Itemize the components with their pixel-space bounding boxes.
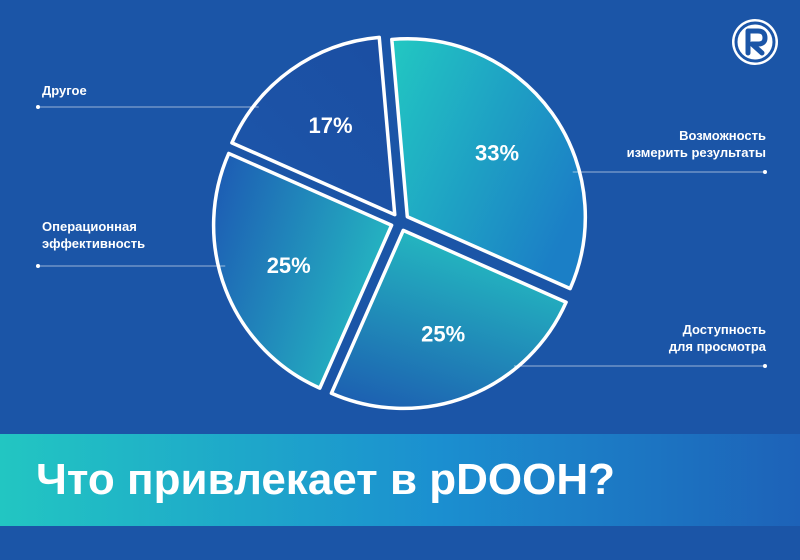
leader-dot [763,364,767,368]
r-logo-icon [732,19,778,65]
pie-slice-accessibility [329,228,568,411]
pie-slice-other [230,35,397,217]
leader-dot [763,170,767,174]
slice-value-label: 17% [308,113,352,138]
title-banner: Что привлекает в pDOOH? [0,434,800,526]
legend-label-operational: Операционная эффективность [42,219,146,251]
slice-value-label: 33% [475,141,519,166]
leader-dot [36,264,40,268]
leader-dot [36,105,40,109]
legend-label-measure: Возможность измерить результаты [626,128,766,160]
page-title: Что привлекает в pDOOH? [36,455,615,504]
slice-value-label: 25% [421,321,465,346]
pie-slice-operational [211,151,394,390]
slice-value-label: 25% [267,253,311,278]
pie-slice-measure [390,37,588,291]
legend-label-accessibility: Доступность для просмотра [668,322,766,354]
pie-chart: 33% 25% 25% 17% [36,35,767,411]
legend-label-other: Другое [42,83,87,98]
